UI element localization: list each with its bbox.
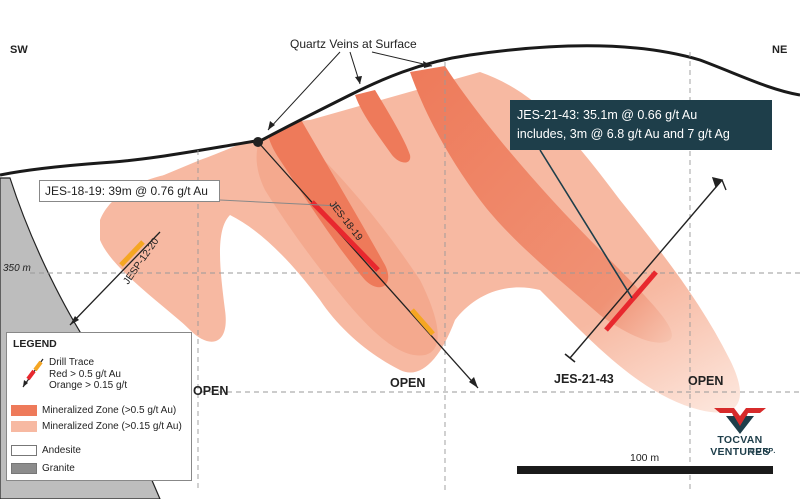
legend-row-andesite: Andesite: [11, 445, 81, 456]
swatch-mineralized-high: [11, 405, 37, 416]
drill-trace-jes-21-43: [564, 177, 727, 363]
legend-drill-trace: Drill Trace: [49, 357, 95, 368]
quartz-veins-label: Quartz Veins at Surface: [290, 37, 417, 51]
leader-arrowheads: [268, 61, 432, 130]
mineralized-zone-high-small: [355, 90, 411, 163]
swatch-mineralized-low: [11, 421, 37, 432]
callout-jes-21-43: JES-21-43: 35.1m @ 0.66 g/t Au includes,…: [510, 100, 772, 150]
callout-jes-18-19: JES-18-19: 39m @ 0.76 g/t Au: [39, 180, 220, 202]
legend-drill-text: Drill Trace Red > 0.5 g/t Au Orange > 0.…: [49, 357, 127, 392]
swatch-andesite: [11, 445, 37, 456]
logo-mark: [714, 408, 766, 434]
open-label-west: OPEN: [193, 384, 228, 398]
legend-orange: Orange > 0.15 g/t: [49, 380, 128, 391]
legend-row-granite: Granite: [11, 463, 75, 474]
legend-granite: Granite: [42, 463, 75, 474]
scale-bar-label: 100 m: [630, 452, 659, 464]
callout-jes-21-43-line1: JES-21-43: 35.1m @ 0.66 g/t Au: [517, 108, 698, 122]
scale-bar: [517, 466, 773, 474]
legend-red: Red > 0.5 g/t Au: [49, 368, 121, 380]
mineralized-zone-high-east: [410, 66, 672, 343]
drill-label-jes-21-43: JES-21-43: [554, 372, 614, 386]
swatch-granite: [11, 463, 37, 474]
topography-line: [0, 44, 800, 177]
logo-sub: CORP.: [750, 448, 777, 455]
open-label-east: OPEN: [688, 374, 723, 388]
logo-name: TOCVAN VENTURES: [710, 434, 770, 458]
legend: LEGEND Drill Trace Red > 0.5 g/t Au Oran…: [6, 332, 192, 481]
direction-sw: SW: [10, 44, 28, 56]
elevation-label: 350 m: [3, 263, 31, 274]
tocvan-logo: TOCVAN VENTURES CORP.: [690, 400, 790, 460]
drill-trace-jesp-12-20: [69, 231, 161, 326]
mineralized-zone-high-west: [268, 118, 389, 288]
legend-row-mineralized-high: Mineralized Zone (>0.5 g/t Au): [11, 405, 176, 416]
legend-andesite: Andesite: [42, 445, 81, 456]
mineralized-zone-low-west: [100, 175, 221, 336]
leader-lines: [219, 51, 633, 299]
open-label-central: OPEN: [390, 376, 425, 390]
legend-mineralized-low: Mineralized Zone (>0.15 g/t Au): [42, 421, 182, 432]
legend-mineralized-high: Mineralized Zone (>0.5 g/t Au): [42, 405, 177, 416]
callout-jes-21-43-line2: includes, 3m @ 6.8 g/t Au and 7 g/t Ag: [517, 127, 730, 141]
direction-ne: NE: [772, 44, 787, 56]
legend-title: LEGEND: [13, 338, 57, 350]
legend-row-mineralized-low: Mineralized Zone (>0.15 g/t Au): [11, 421, 182, 432]
drill-trace-legend-icon: [22, 358, 44, 388]
drill-trace-jes-18-19: [253, 137, 479, 389]
sky-area: [0, 0, 800, 175]
